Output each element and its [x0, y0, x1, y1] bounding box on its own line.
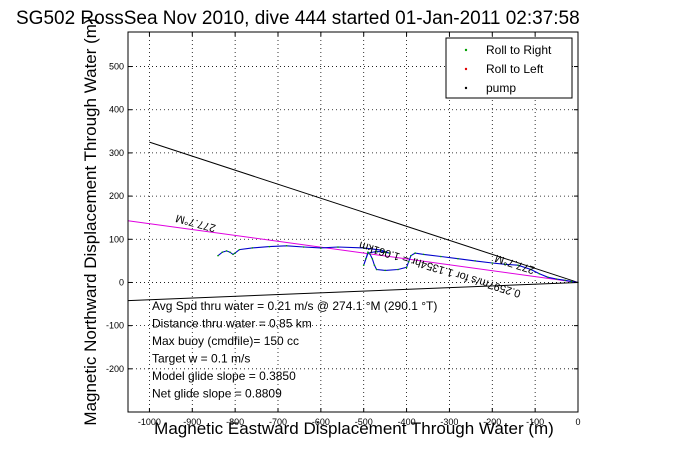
y-tick-label: 0: [119, 277, 124, 287]
y-tick-label: 500: [109, 62, 124, 72]
track-point: [375, 250, 378, 253]
track-point: [504, 263, 506, 266]
track-point: [232, 253, 234, 256]
track-line: [217, 245, 579, 284]
mean-heading-line: [149, 141, 579, 283]
y-tick-label: 300: [109, 148, 124, 158]
track-point: [384, 251, 386, 254]
x-tick-label: -800: [226, 417, 244, 427]
series-layer: [217, 244, 579, 284]
track-point: [225, 250, 228, 252]
track-point: [491, 262, 494, 264]
track-point: [268, 245, 271, 248]
legend-marker: [464, 48, 468, 52]
legend-entry: Roll to Left: [486, 62, 544, 76]
y-tick-label: 200: [109, 191, 124, 201]
track-point: [405, 266, 408, 269]
track-point: [234, 252, 236, 254]
track-point: [397, 268, 399, 271]
track-point: [251, 247, 254, 249]
track-point: [380, 249, 382, 251]
plot-border: [127, 31, 579, 413]
y-tick-label: 400: [109, 105, 124, 115]
x-tick-label: -300: [440, 417, 458, 427]
track-point: [384, 269, 386, 272]
summary-line: Target w = 0.1 m/s: [152, 352, 250, 366]
summary-line: Max buoy (cmdfile)= 150 cc: [152, 334, 299, 348]
track-point: [564, 279, 566, 282]
summary-line: Net glide slope = 0.8809: [152, 387, 282, 401]
track-point: [407, 260, 410, 263]
magenta-heading-line: [127, 220, 579, 283]
y-axis-label: Magnetic Northward Displacement Through …: [81, 18, 100, 425]
chart-title: SG502 RossSea Nov 2010, dive 444 started…: [16, 8, 580, 29]
track-point: [373, 264, 376, 266]
track-point: [410, 254, 412, 257]
legend-entry: Roll to Right: [486, 43, 552, 57]
track-point: [414, 252, 416, 254]
track-point: [367, 252, 369, 254]
y-tick-label: 100: [109, 234, 124, 244]
track-point: [365, 257, 367, 260]
x-tick-label: -100: [526, 417, 544, 427]
track-point: [371, 257, 374, 260]
x-tick-label: -400: [398, 417, 416, 427]
summary-line: Avg Spd thru water = 0.21 m/s @ 274.1 °M…: [152, 299, 437, 313]
legend-marker: [464, 67, 468, 71]
track-point: [285, 244, 288, 247]
track-point: [302, 246, 305, 248]
track-point: [320, 247, 322, 249]
x-tick-label: 0: [575, 417, 580, 427]
legend: Roll to Right Roll to Left pump: [445, 37, 573, 99]
track-point: [517, 264, 519, 266]
track-point: [570, 280, 573, 283]
x-tick-label: -1000: [138, 417, 161, 427]
summary-line: Model glide slope = 0.3850: [152, 369, 296, 383]
ticks: -1000 -900 -800 -700 -600 -500 -400 -300 -200 -10…: [106, 32, 581, 427]
x-tick-label: -200: [483, 417, 501, 427]
x-tick-label: -500: [355, 417, 373, 427]
legend-entry: pump: [486, 81, 516, 95]
track-point: [474, 260, 476, 262]
x-tick-label: -900: [183, 417, 201, 427]
track-point: [238, 248, 241, 251]
track-point: [337, 246, 339, 248]
track-point: [388, 252, 391, 254]
x-axis-label: Magnetic Eastward Displacement Through W…: [154, 419, 554, 438]
summary-line: Distance thru water = 0.85 km: [152, 317, 312, 331]
track-point: [369, 253, 371, 256]
lower-heading-line: [127, 281, 579, 302]
y-tick-label: -100: [106, 321, 124, 331]
track-point: [221, 251, 224, 254]
track-point: [538, 273, 541, 275]
track-point: [547, 276, 549, 279]
track-point: [217, 254, 219, 257]
x-tick-label: -600: [312, 417, 330, 427]
track-point: [229, 251, 231, 254]
y-tick-label: -200: [106, 364, 124, 374]
track-point: [440, 255, 442, 258]
track-point: [375, 268, 378, 271]
track-point: [422, 253, 425, 256]
track-point: [457, 257, 459, 260]
track-point: [530, 268, 532, 271]
legend-marker: [464, 86, 468, 90]
track-point: [362, 247, 365, 249]
track-point: [555, 278, 558, 280]
track-point: [362, 264, 365, 266]
x-tick-label: -700: [269, 417, 287, 427]
summary-text: Avg Spd thru water = 0.21 m/s @ 274.1 °M…: [152, 299, 437, 401]
reference-lines: [127, 141, 579, 302]
